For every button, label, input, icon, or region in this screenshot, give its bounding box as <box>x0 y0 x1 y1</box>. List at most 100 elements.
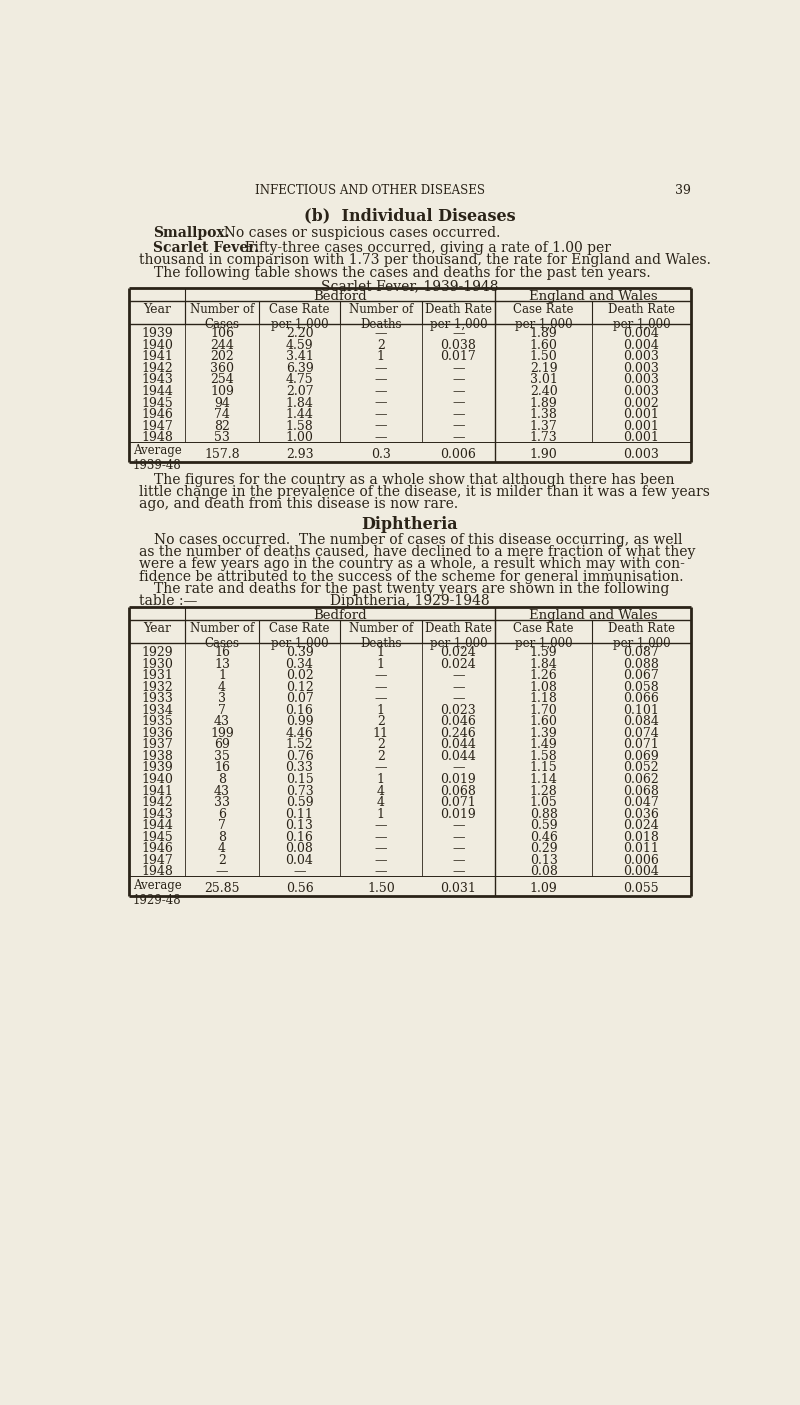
Text: 0.12: 0.12 <box>286 680 314 694</box>
Text: 11: 11 <box>373 726 389 740</box>
Text: Number of
Cases: Number of Cases <box>190 303 254 332</box>
Text: Average
1929-48: Average 1929-48 <box>133 878 182 906</box>
Text: 1941: 1941 <box>142 784 174 798</box>
Text: —: — <box>452 843 465 856</box>
Text: 1.09: 1.09 <box>530 882 558 895</box>
Text: Scarlet Fever.: Scarlet Fever. <box>153 242 259 254</box>
Text: 0.024: 0.024 <box>441 646 476 659</box>
Text: Death Rate
per 1,000: Death Rate per 1,000 <box>425 622 492 651</box>
Text: —: — <box>374 854 387 867</box>
Text: 1: 1 <box>377 658 385 670</box>
Text: Smallpox.: Smallpox. <box>153 226 229 240</box>
Text: 1.38: 1.38 <box>530 407 558 422</box>
Text: Average
1939-48: Average 1939-48 <box>133 444 182 472</box>
Text: —: — <box>374 762 387 774</box>
Text: —: — <box>374 385 387 398</box>
Text: 16: 16 <box>214 762 230 774</box>
Text: 1935: 1935 <box>142 715 174 728</box>
Text: 0.101: 0.101 <box>623 704 659 717</box>
Text: 39: 39 <box>674 184 690 197</box>
Text: 1: 1 <box>377 704 385 717</box>
Text: 106: 106 <box>210 327 234 340</box>
Text: Number of
Deaths: Number of Deaths <box>349 622 413 651</box>
Text: 1944: 1944 <box>142 819 174 832</box>
Text: 0.73: 0.73 <box>286 784 314 798</box>
Text: —: — <box>216 865 228 878</box>
Text: 0.02: 0.02 <box>286 669 314 681</box>
Text: 0.003: 0.003 <box>623 448 659 461</box>
Text: 1: 1 <box>377 350 385 364</box>
Text: —: — <box>374 865 387 878</box>
Text: 0.052: 0.052 <box>623 762 659 774</box>
Text: 0.246: 0.246 <box>441 726 476 740</box>
Text: 1943: 1943 <box>142 808 174 821</box>
Text: —: — <box>452 374 465 386</box>
Text: —: — <box>452 396 465 409</box>
Text: 1.89: 1.89 <box>530 396 558 409</box>
Text: 69: 69 <box>214 739 230 752</box>
Text: 33: 33 <box>214 797 230 809</box>
Text: 4.59: 4.59 <box>286 339 314 351</box>
Text: 1944: 1944 <box>142 385 174 398</box>
Text: 6: 6 <box>218 808 226 821</box>
Text: 0.004: 0.004 <box>623 327 659 340</box>
Text: 0.006: 0.006 <box>441 448 476 461</box>
Text: 0.062: 0.062 <box>623 773 659 785</box>
Text: Case Rate
per 1,000: Case Rate per 1,000 <box>514 622 574 651</box>
Text: 0.087: 0.087 <box>623 646 659 659</box>
Text: 1.50: 1.50 <box>367 882 395 895</box>
Text: 4.46: 4.46 <box>286 726 314 740</box>
Text: 1.44: 1.44 <box>286 407 314 422</box>
Text: table :—: table :— <box>138 594 197 608</box>
Text: 0.044: 0.044 <box>441 750 476 763</box>
Text: 1.58: 1.58 <box>530 750 558 763</box>
Text: 0.46: 0.46 <box>530 830 558 844</box>
Text: (b)  Individual Diseases: (b) Individual Diseases <box>304 207 516 225</box>
Text: 0.038: 0.038 <box>441 339 476 351</box>
Text: Bedford: Bedford <box>314 291 367 303</box>
Text: 1943: 1943 <box>142 374 174 386</box>
Text: —: — <box>374 362 387 375</box>
Text: 1938: 1938 <box>142 750 174 763</box>
Text: 0.046: 0.046 <box>441 715 476 728</box>
Text: Year: Year <box>143 303 171 316</box>
Text: Diphtheria, 1929-1948: Diphtheria, 1929-1948 <box>330 594 490 608</box>
Text: 0.058: 0.058 <box>623 680 659 694</box>
Text: 2: 2 <box>377 339 385 351</box>
Text: 1945: 1945 <box>142 830 174 844</box>
Text: 4: 4 <box>377 797 385 809</box>
Text: 2: 2 <box>377 715 385 728</box>
Text: —: — <box>452 830 465 844</box>
Text: —: — <box>374 693 387 705</box>
Text: as the number of deaths caused, have declined to a mere fraction of what they: as the number of deaths caused, have dec… <box>138 545 695 559</box>
Text: 244: 244 <box>210 339 234 351</box>
Text: 1929: 1929 <box>142 646 173 659</box>
Text: 1945: 1945 <box>142 396 174 409</box>
Text: —: — <box>452 431 465 444</box>
Text: 360: 360 <box>210 362 234 375</box>
Text: The rate and deaths for the past twenty years are shown in the following: The rate and deaths for the past twenty … <box>154 582 670 596</box>
Text: 254: 254 <box>210 374 234 386</box>
Text: 0.017: 0.017 <box>441 350 476 364</box>
Text: 0.08: 0.08 <box>286 843 314 856</box>
Text: 1948: 1948 <box>142 865 174 878</box>
Text: 1936: 1936 <box>142 726 174 740</box>
Text: 0.006: 0.006 <box>623 854 659 867</box>
Text: —: — <box>452 420 465 433</box>
Text: 13: 13 <box>214 658 230 670</box>
Text: 4: 4 <box>377 784 385 798</box>
Text: 1.15: 1.15 <box>530 762 558 774</box>
Text: 4.75: 4.75 <box>286 374 314 386</box>
Text: 2.40: 2.40 <box>530 385 558 398</box>
Text: 0.084: 0.084 <box>623 715 659 728</box>
Text: Number of
Deaths: Number of Deaths <box>349 303 413 332</box>
Text: 1.89: 1.89 <box>530 327 558 340</box>
Text: England and Wales: England and Wales <box>529 608 658 622</box>
Text: The following table shows the cases and deaths for the past ten years.: The following table shows the cases and … <box>154 266 651 280</box>
Text: 0.068: 0.068 <box>441 784 476 798</box>
Text: Case Rate
per 1,000: Case Rate per 1,000 <box>270 622 330 651</box>
Text: —: — <box>294 865 306 878</box>
Text: —: — <box>452 327 465 340</box>
Text: 0.023: 0.023 <box>441 704 476 717</box>
Text: —: — <box>452 407 465 422</box>
